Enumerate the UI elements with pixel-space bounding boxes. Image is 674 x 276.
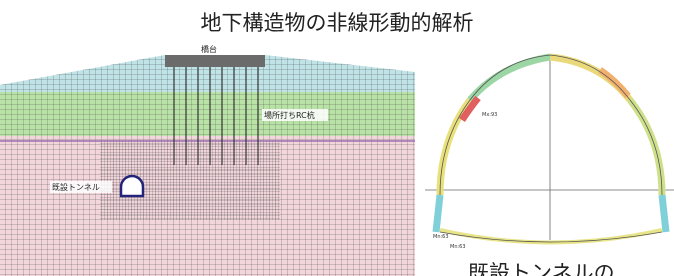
title: 地下構造物の非線形動的解析 [201,11,474,35]
section-label: Mn:63 [450,244,466,250]
mesh [0,40,415,276]
tunnel-mesh [121,176,143,196]
abutment-label: 橋台 [201,44,217,54]
page: 地下構造物の非線形動的解析 橋台 場所打ちRC杭 既設トンネル [0,0,674,276]
section-label: Mn:63 [433,234,449,240]
tunnel-label: 既設トンネル [52,182,100,192]
section-label: Mx:93 [482,112,497,118]
caption: 既設トンネルの [468,261,615,276]
pile-label: 場所打ちRC杭 [264,110,315,120]
tunnel-section [425,55,674,243]
